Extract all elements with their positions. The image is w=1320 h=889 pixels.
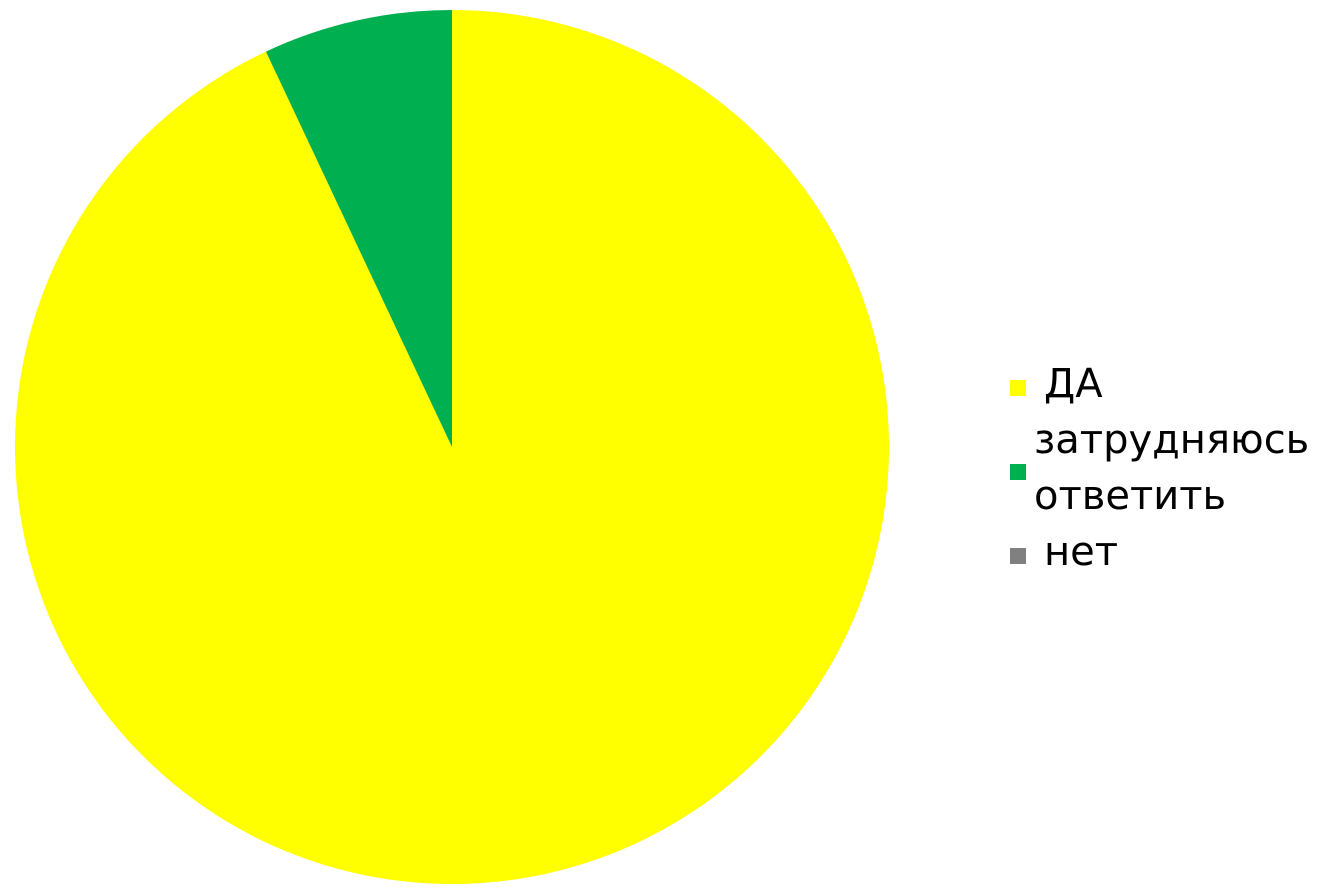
pie-slice-0 bbox=[14, 10, 889, 884]
legend: ДА затрудняюсь ответить нет bbox=[1010, 361, 1309, 575]
legend-marker-2 bbox=[1010, 548, 1026, 564]
legend-marker-0 bbox=[1010, 380, 1026, 396]
pie-slices bbox=[14, 10, 889, 884]
legend-marker-1 bbox=[1010, 464, 1026, 480]
legend-label-1-line-0: затрудняюсь bbox=[1034, 417, 1309, 463]
legend-item-1: затрудняюсь ответить bbox=[1010, 417, 1309, 519]
legend-label-2-line-0: нет bbox=[1044, 529, 1118, 575]
legend-label-0-line-0: ДА bbox=[1044, 361, 1103, 407]
pie-slice-1 bbox=[265, 10, 452, 447]
legend-item-2: нет bbox=[1010, 529, 1118, 575]
legend-label-1-line-1: ответить bbox=[1034, 473, 1226, 519]
legend-item-0: ДА bbox=[1010, 361, 1103, 407]
